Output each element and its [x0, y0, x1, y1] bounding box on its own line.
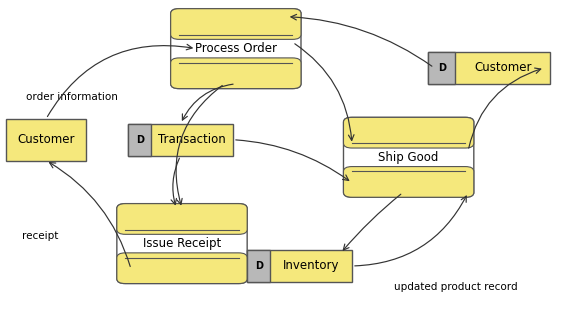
Text: updated product record: updated product record [395, 282, 518, 292]
Bar [128, 124, 151, 156]
FancyBboxPatch shape [170, 9, 301, 89]
FancyBboxPatch shape [117, 204, 247, 234]
Text: order information: order information [26, 91, 118, 101]
Text: Inventory: Inventory [283, 259, 339, 273]
Text: Issue Receipt: Issue Receipt [143, 237, 221, 250]
FancyBboxPatch shape [170, 58, 301, 89]
FancyBboxPatch shape [344, 167, 474, 197]
Text: Ship Good: Ship Good [378, 151, 439, 164]
Bar [128, 124, 233, 156]
FancyBboxPatch shape [117, 253, 247, 283]
Text: Transaction: Transaction [158, 133, 226, 146]
Text: D: D [438, 63, 446, 73]
Text: D: D [254, 261, 263, 271]
Bar [247, 250, 352, 282]
Text: Customer: Customer [474, 61, 532, 74]
Bar [6, 119, 86, 160]
FancyBboxPatch shape [344, 117, 474, 197]
Text: D: D [136, 135, 144, 145]
FancyBboxPatch shape [117, 204, 247, 283]
Bar [247, 250, 270, 282]
Text: receipt: receipt [22, 230, 58, 241]
Text: Customer: Customer [17, 133, 75, 146]
Bar [428, 52, 456, 84]
FancyBboxPatch shape [344, 117, 474, 148]
Text: Process Order: Process Order [195, 42, 277, 55]
FancyBboxPatch shape [170, 9, 301, 39]
Bar [428, 52, 550, 84]
